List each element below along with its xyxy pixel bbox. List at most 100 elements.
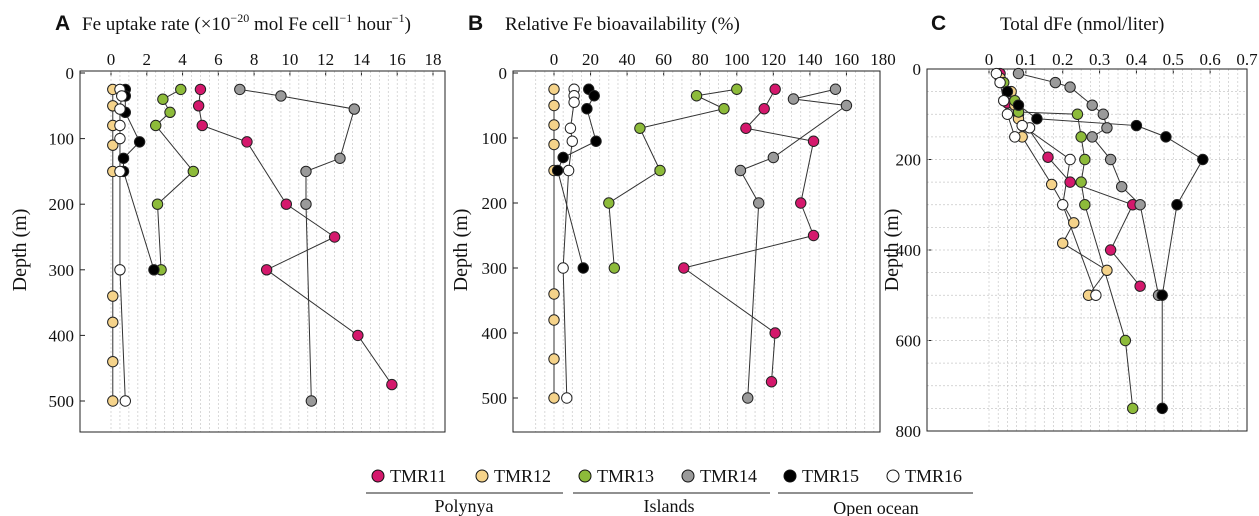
panel-b-point-tmr14 (840, 99, 853, 112)
panel-c-point-tmr15 (1012, 99, 1025, 111)
panel-c-point-tmr16 (1009, 131, 1021, 143)
panel-b-point-tmr14 (767, 151, 780, 164)
panel-a-point-tmr11 (241, 136, 253, 148)
panel-b-ytick-label: 400 (482, 324, 508, 343)
panel-b-point-tmr13 (634, 122, 646, 134)
panel-a-ticks: 0 2 4 6 8 10 12 14 16 18 0 100 200 300 400 500 (49, 50, 442, 411)
panel-b-point-tmr11 (740, 122, 752, 134)
panel-c-point-tmr16 (1064, 153, 1076, 166)
panel-b-ylabel: Depth (m) (450, 209, 472, 292)
panel-a-point-tmr14 (275, 90, 287, 102)
panel-b-point-tmr16 (557, 262, 569, 274)
panel-b-point-tmr15 (577, 262, 589, 274)
panel-b-point-tmr12 (548, 99, 560, 112)
panel-a-xtick-label: 0 (107, 50, 116, 69)
panel-b-point-tmr15 (590, 135, 602, 147)
panel-a-point-tmr11 (328, 231, 341, 243)
panel-c-xtick-label: 0 (985, 50, 994, 69)
panel-b-point-tmr15 (581, 103, 593, 115)
panel-b-point-tmr12 (548, 138, 560, 151)
panel-c-point-tmr15 (1130, 119, 1143, 132)
panel-a-xtick-label: 14 (353, 50, 371, 69)
legend-item-tmr15: TMR15 (783, 466, 859, 486)
panel-a-point-tmr16 (114, 119, 126, 132)
panel-c-point-tmr14 (1115, 180, 1128, 193)
panel-b-point-tmr12 (548, 288, 560, 300)
panel-b-point-tmr14 (753, 197, 765, 209)
panel-a-point-tmr11 (196, 119, 208, 132)
panel-a-point-tmr11 (192, 100, 205, 112)
panel-a-point-tmr12 (107, 139, 119, 151)
panel-b-label: B (468, 12, 483, 35)
panel-b-point-tmr14 (734, 164, 747, 177)
panel-b: B Relative Fe bioavailability (%) Depth … (450, 12, 896, 433)
panel-a-line-tmr13 (155, 88, 194, 270)
panel-b-point-tmr13 (718, 103, 730, 115)
panel-a-point-tmr12 (107, 316, 119, 328)
panel-b-ytick-label: 300 (482, 259, 508, 278)
legend-group-islands: Islands (644, 496, 695, 516)
panel-c-point-tmr15 (1156, 402, 1168, 415)
panel-a-point-tmr11 (386, 378, 398, 391)
panel-b-xtick-label: 100 (724, 50, 750, 69)
panel-a-xtick-label: 6 (214, 50, 223, 69)
panel-c-ylabel: Depth (m) (881, 209, 903, 292)
panel-a-point-tmr13 (150, 119, 162, 132)
panel-b-point-tmr15 (588, 90, 600, 102)
panel-c-point-tmr15 (1156, 289, 1168, 301)
panel-b-point-tmr12 (548, 392, 560, 404)
panel-c-point-tmr12 (1101, 264, 1113, 277)
panel-b-point-tmr11 (769, 327, 781, 339)
panel-c-point-tmr14 (1104, 153, 1117, 166)
panel-a-frame (79, 70, 446, 433)
panel-a-point-tmr14 (300, 198, 312, 210)
panel-a-point-tmr15 (117, 152, 130, 164)
panel-c-point-tmr16 (1057, 199, 1069, 211)
panel-b-point-tmr16 (564, 122, 577, 134)
panel-a-ytick-label: 0 (66, 64, 75, 83)
panel-a-point-tmr16 (114, 132, 126, 145)
panel-a-point-tmr11 (194, 83, 207, 96)
legend-label-tmr11: TMR11 (390, 466, 446, 486)
legend-label-tmr14: TMR14 (700, 466, 757, 486)
panel-a-xtick-label: 16 (389, 50, 406, 69)
legend-label-tmr12: TMR12 (494, 466, 551, 486)
legend-marker-tmr16 (886, 469, 900, 483)
panel-a-point-tmr13 (164, 106, 176, 119)
panel-c-point-tmr16 (998, 94, 1010, 107)
panel-c-point-tmr16 (1090, 289, 1102, 301)
panel-b-point-tmr13 (654, 164, 666, 177)
panel-c-point-tmr12 (1045, 178, 1058, 191)
panel-c-point-tmr13 (1079, 153, 1091, 166)
panel-c-point-tmr11 (1042, 151, 1054, 163)
panel-a-line-tmr11 (198, 89, 393, 385)
panel-a-ytick-label: 200 (49, 195, 75, 214)
panel-a-point-tmr16 (114, 103, 126, 115)
panel-a-xtick-label: 12 (317, 50, 334, 69)
panel-c-frame (926, 68, 1248, 432)
panel-a-point-tmr14 (234, 83, 246, 96)
panel-a-point-tmr15 (148, 264, 160, 276)
panel-b-point-tmr11 (765, 376, 778, 388)
panel-a-ytick-label: 300 (49, 261, 75, 280)
panel-a-series (107, 83, 398, 407)
panel-a-point-tmr13 (187, 165, 199, 178)
legend-label-tmr13: TMR13 (597, 466, 654, 486)
panel-c-xtick-label: 0.4 (1126, 50, 1148, 69)
panel-a-point-tmr11 (260, 264, 273, 276)
panel-c-point-tmr13 (1119, 334, 1132, 347)
panel-a-point-tmr14 (334, 152, 346, 164)
panel-c-point-tmr13 (1127, 402, 1139, 415)
panel-c-point-tmr14 (1101, 122, 1113, 134)
panel-a-xtick-label: 8 (250, 50, 259, 69)
panel-c-point-tmr15 (1160, 131, 1172, 143)
panel-a-point-tmr13 (151, 198, 164, 210)
panel-b-xtick-label: 40 (619, 50, 636, 69)
legend-item-tmr12: TMR12 (475, 466, 551, 486)
legend-item-tmr11: TMR11 (371, 466, 446, 486)
panel-c-point-tmr14 (1064, 81, 1076, 93)
legend-item-tmr16: TMR16 (886, 466, 962, 486)
panel-a-ytick-label: 500 (49, 392, 75, 411)
panel-a-point-tmr12 (107, 290, 119, 302)
